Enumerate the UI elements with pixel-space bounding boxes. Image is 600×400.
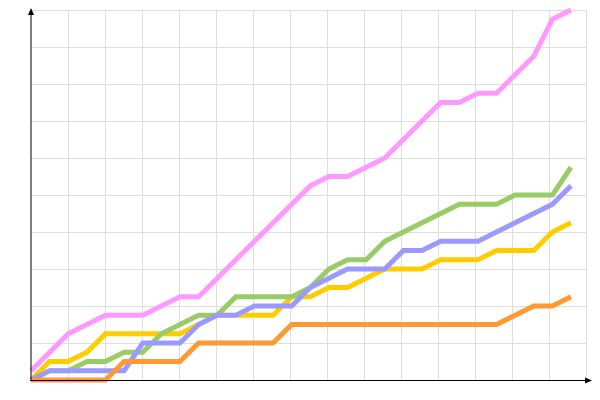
series-lines — [29, 7, 574, 383]
series-line-3 — [29, 165, 574, 383]
axes — [28, 8, 592, 384]
series-line-1 — [29, 7, 573, 373]
x-axis-arrow-icon — [585, 377, 592, 384]
series-line-4 — [29, 184, 573, 383]
y-axis-arrow-icon — [28, 8, 34, 15]
series-line-5 — [31, 294, 573, 383]
